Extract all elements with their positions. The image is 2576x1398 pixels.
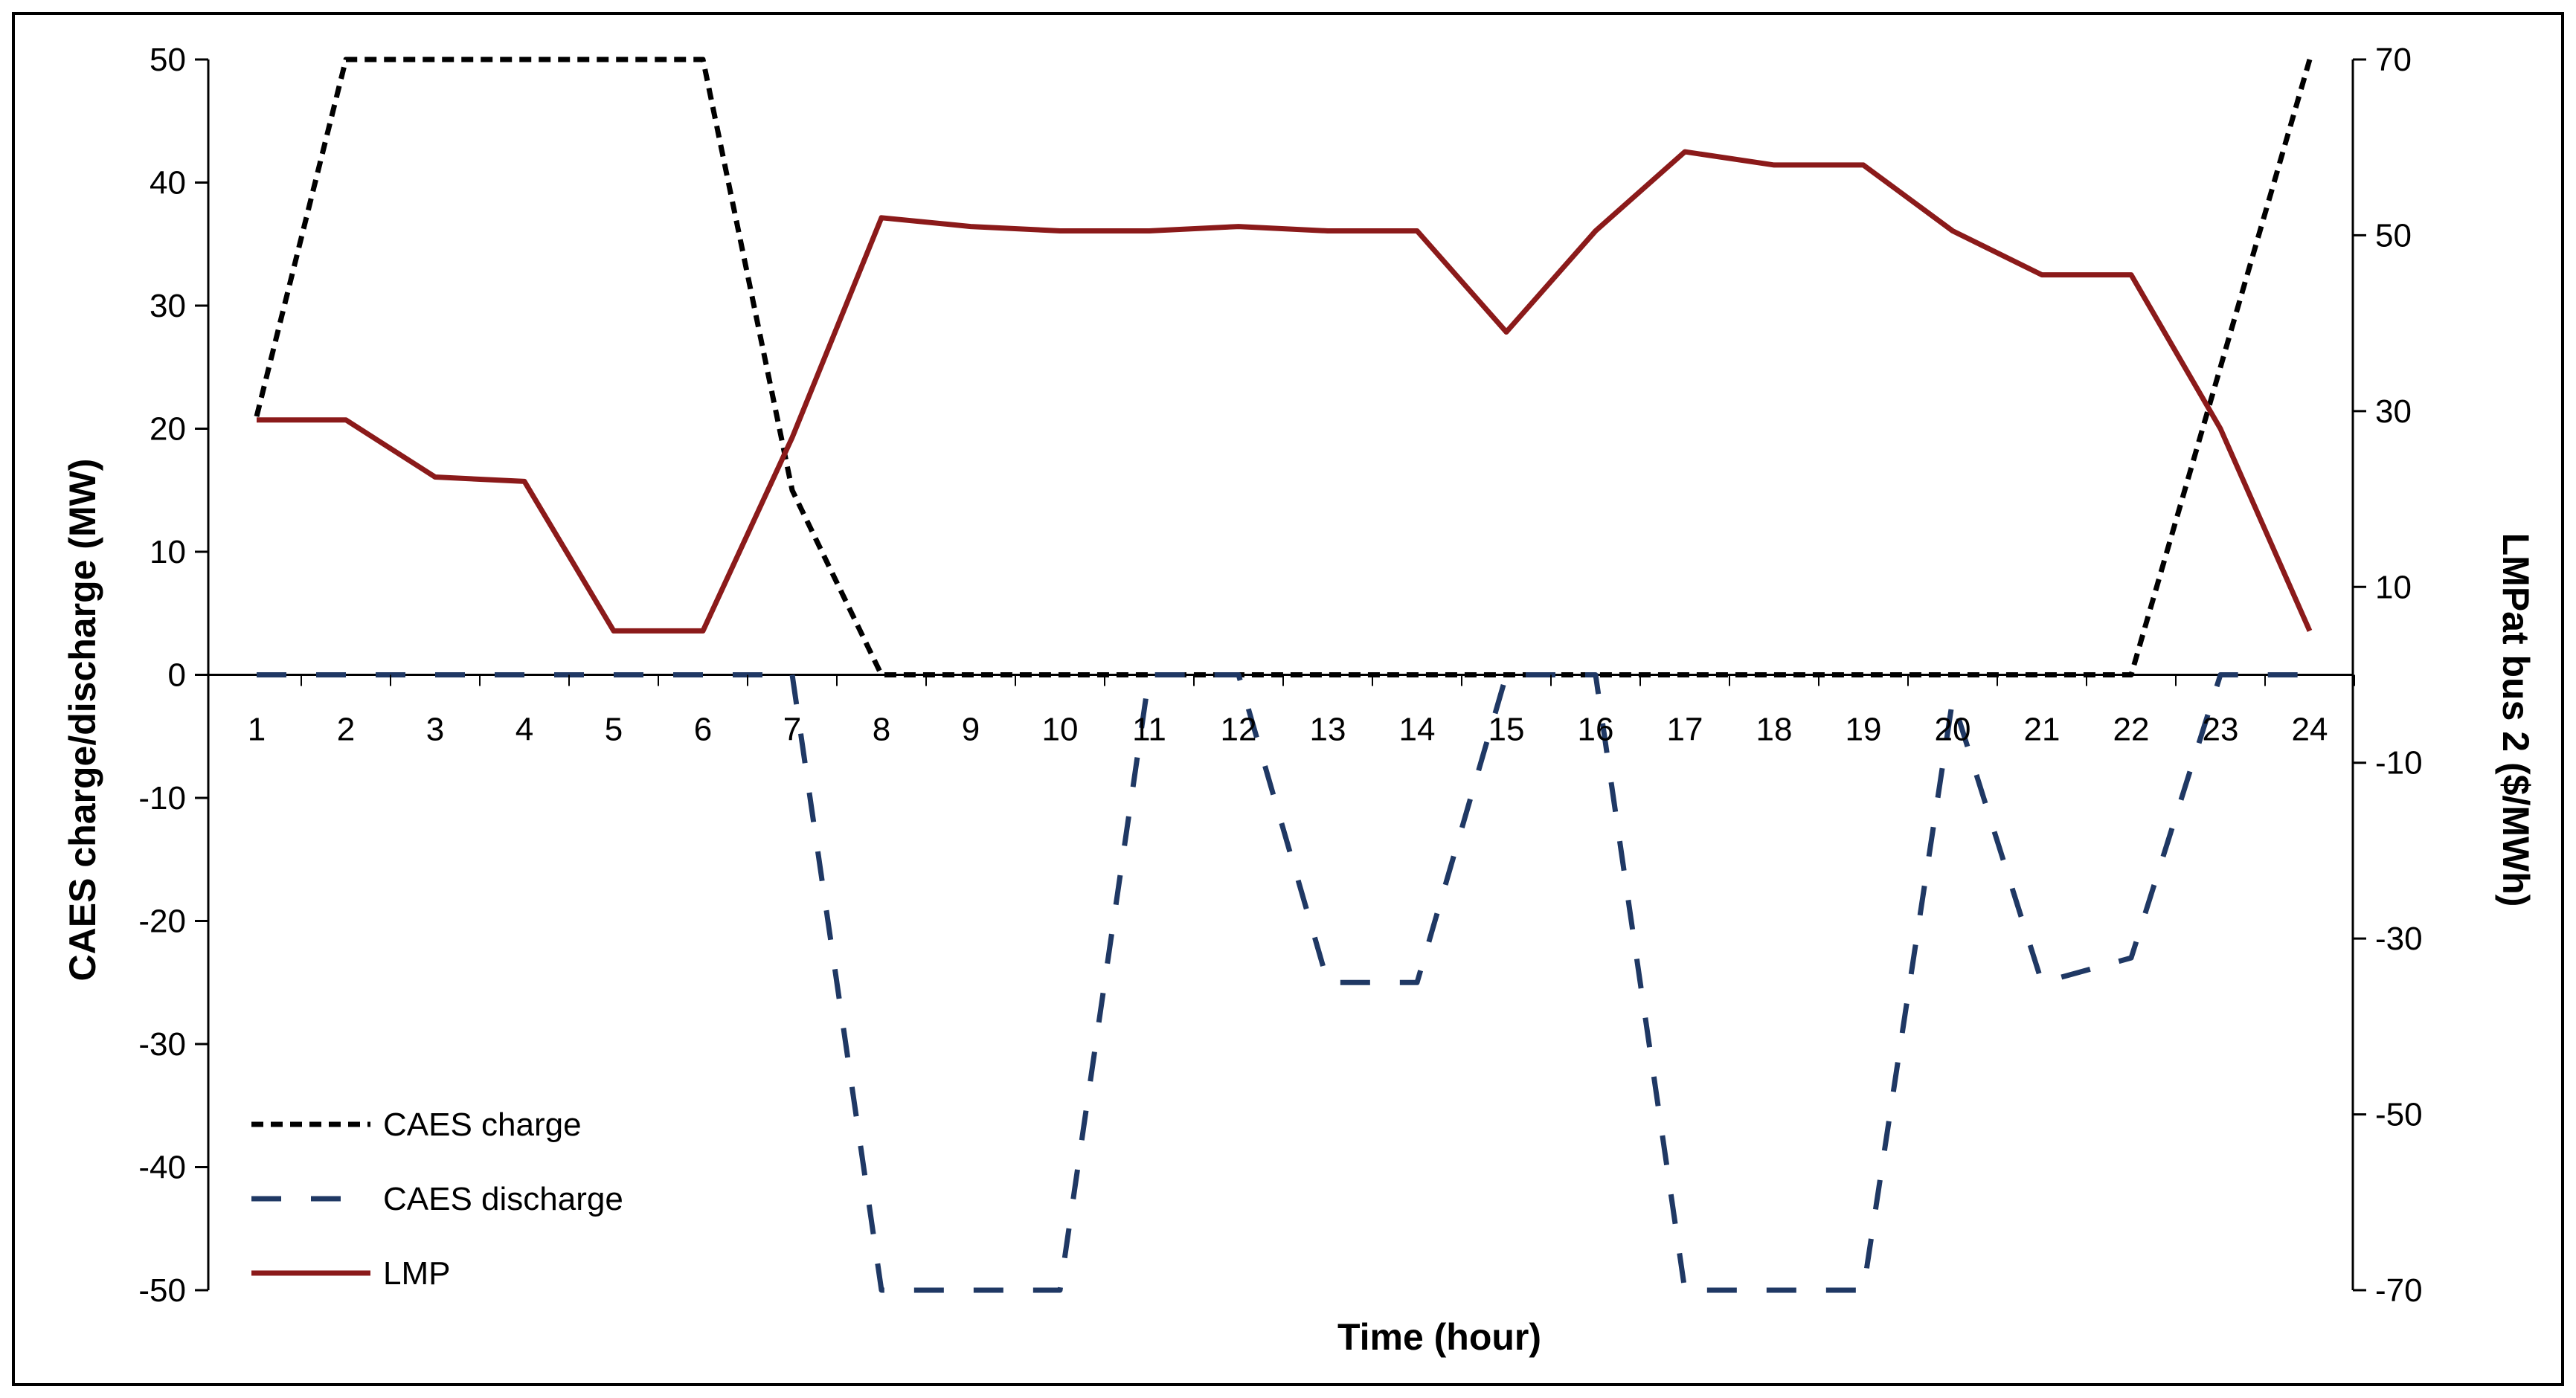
y-left-tick-label: -50 xyxy=(138,1272,186,1309)
x-tick-label: 7 xyxy=(783,712,801,748)
x-tick-label: 17 xyxy=(1667,712,1703,748)
x-tick-label: 11 xyxy=(1132,712,1166,748)
x-tick-label: 8 xyxy=(873,712,890,748)
x-tick-label: 3 xyxy=(426,712,444,748)
legend-label-caes-discharge: CAES discharge xyxy=(383,1181,623,1217)
x-tick-label: 4 xyxy=(515,712,533,748)
x-tick-label: 2 xyxy=(337,712,355,748)
x-axis-title: Time (hour) xyxy=(1337,1316,1541,1358)
x-tick-label: 14 xyxy=(1399,712,1436,748)
legend: CAES charge CAES discharge LMP xyxy=(251,1107,623,1292)
y-right-tick-label: 50 xyxy=(2375,217,2412,254)
chart-frame: 50 40 30 20 10 0 -10 -20 -30 -40 -50 70 50 30 10 -10 -30… xyxy=(12,12,2564,1386)
y-left-tick-label: 40 xyxy=(150,165,186,202)
y-axis-title-left: CAES charge/discharge (MW) xyxy=(62,459,103,982)
x-tick-label: 13 xyxy=(1310,712,1346,748)
series-line-lmp xyxy=(257,149,2313,634)
caes-lmp-chart: 50 40 30 20 10 0 -10 -20 -30 -40 -50 70 50 30 10 -10 -30… xyxy=(62,42,2537,1358)
x-tick-label: 20 xyxy=(1935,712,1971,748)
y-right-tick-label: -50 xyxy=(2375,1097,2423,1133)
y-left-tick-label: 30 xyxy=(150,288,186,324)
y-right-tick-label: -30 xyxy=(2375,921,2423,957)
x-tick-label: 6 xyxy=(694,712,712,748)
x-tick-label: 9 xyxy=(962,712,980,748)
y-right-tick-label: 10 xyxy=(2375,569,2412,605)
y-left-tick-label: 20 xyxy=(150,411,186,448)
x-tick-label: 1 xyxy=(248,712,266,748)
y-left-tick-label: 10 xyxy=(150,534,186,570)
x-tick-label: 22 xyxy=(2113,712,2150,748)
y-left-tick-label: 50 xyxy=(150,42,186,78)
x-tick-label: 19 xyxy=(1846,712,1882,748)
y-right-tick-label: -70 xyxy=(2375,1272,2423,1309)
series-line-caes-discharge xyxy=(257,672,2310,1293)
x-tick-label: 18 xyxy=(1756,712,1793,748)
legend-label-lmp: LMP xyxy=(383,1255,450,1292)
y-left-tick-label: -10 xyxy=(138,780,186,816)
y-left-tick-label: -20 xyxy=(138,903,186,940)
x-tick-label: 5 xyxy=(605,712,623,748)
y-left-tick-label: -40 xyxy=(138,1150,186,1186)
legend-label-caes-charge: CAES charge xyxy=(383,1107,582,1143)
y-left-tick-label: -30 xyxy=(138,1026,186,1063)
y-left-tick-label: 0 xyxy=(168,657,186,694)
x-tick-label: 16 xyxy=(1578,712,1614,748)
y-right-tick-label: 70 xyxy=(2375,42,2412,78)
y-right-tick-label: 30 xyxy=(2375,393,2412,430)
x-tick-label: 24 xyxy=(2292,712,2328,748)
x-tick-label: 15 xyxy=(1488,712,1525,748)
y-right-tick-label: -10 xyxy=(2375,745,2423,782)
x-tick-label: 10 xyxy=(1042,712,1079,748)
x-tick-label: 12 xyxy=(1221,712,1257,748)
x-tick-label: 21 xyxy=(2024,712,2061,748)
x-tick-label: 23 xyxy=(2203,712,2239,748)
y-axis-title-right: LMPat bus 2 ($/MWh) xyxy=(2495,533,2537,907)
series-line-caes-charge xyxy=(254,57,2313,677)
